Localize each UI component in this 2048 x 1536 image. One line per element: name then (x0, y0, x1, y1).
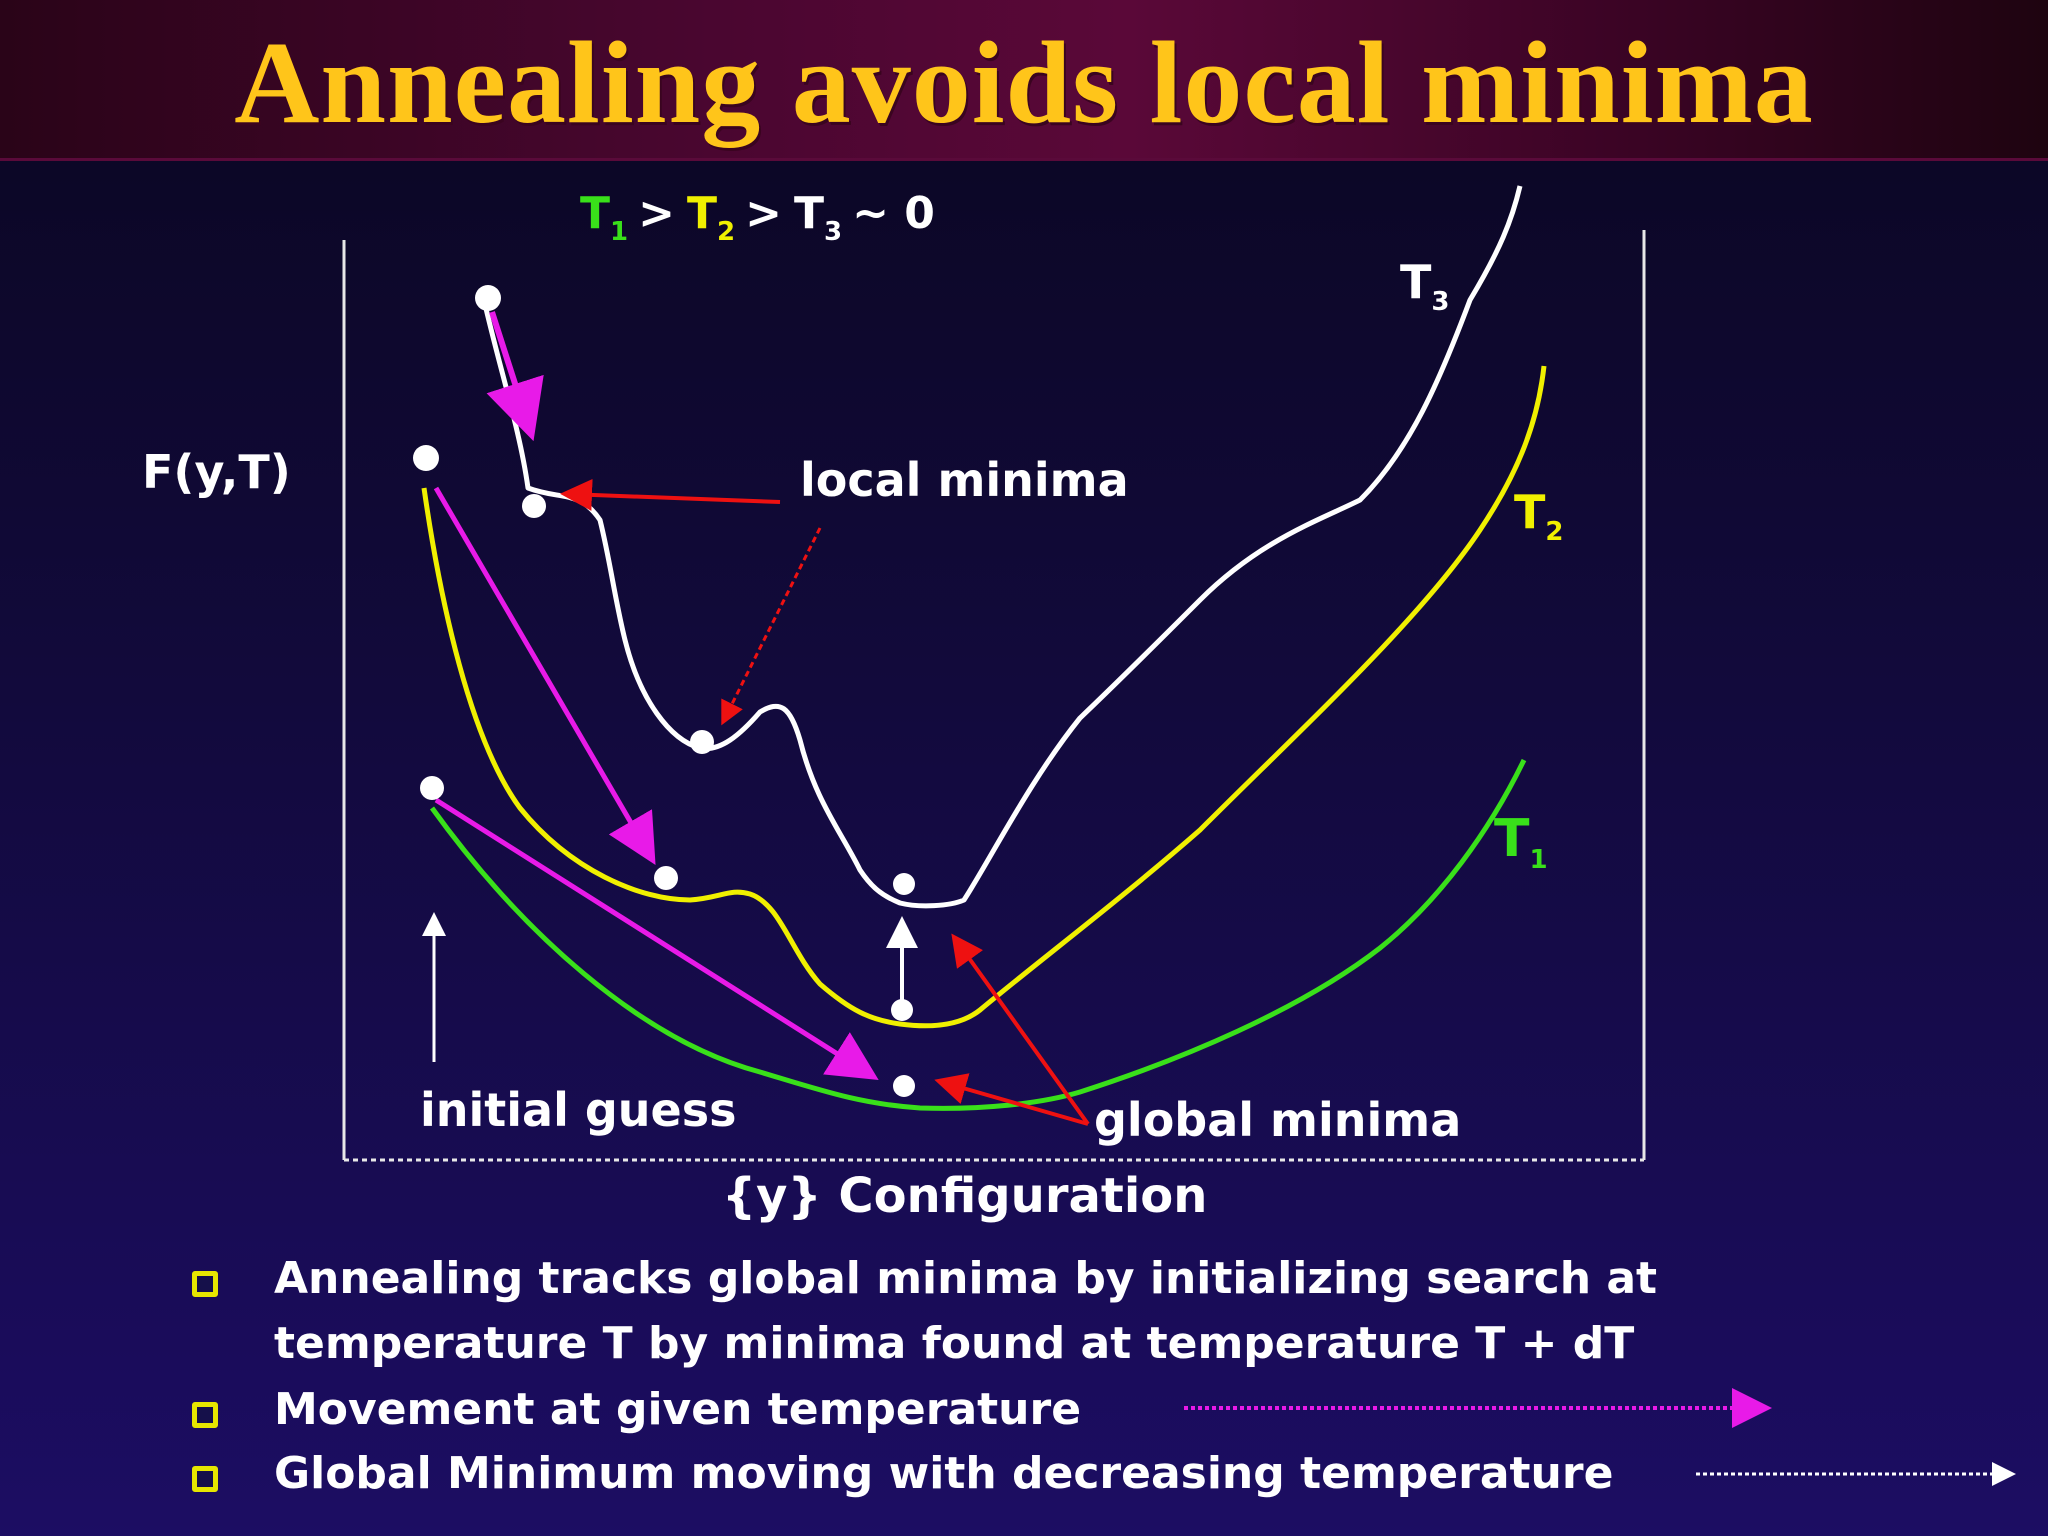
dot-t3-local-1 (522, 494, 546, 518)
page-title: Annealing avoids local minima (234, 17, 1814, 148)
local-minima-arrow-1 (560, 478, 781, 511)
dot-t2-start (413, 445, 439, 471)
curve-label-t2: T2 (1514, 485, 1563, 547)
global-minima-arrow-2 (934, 1073, 1089, 1126)
curve-t3 (481, 185, 1523, 909)
local-minima-label: local minima (800, 453, 1129, 507)
curve-t1 (429, 758, 1527, 1111)
x-axis-label: {y} Configuration (722, 1168, 1207, 1224)
dot-t3-start (475, 285, 501, 311)
movement-arrow-t3 (486, 311, 544, 442)
global-minima-arrow-1 (951, 933, 1090, 1126)
movement-arrow-t1 (434, 797, 879, 1081)
title-band (0, 0, 2048, 161)
dot-t3-global (893, 873, 915, 895)
dot-t3-local-2 (690, 730, 714, 754)
dot-t2-global (891, 999, 913, 1021)
temperature-order: T1 > T2 > T3 ~ 0 (580, 188, 935, 247)
y-axis-label: F(y,T) (142, 445, 291, 499)
global-minima-label: global minima (1094, 1093, 1461, 1147)
curve-label-t3: T3 (1400, 255, 1449, 317)
dot-t2-end (654, 866, 678, 890)
curve-label-t1: T1 (1494, 809, 1548, 875)
curve-t2 (421, 365, 1547, 1029)
local-minima-arrow-2 (721, 527, 822, 726)
initial-guess-label: initial guess (420, 1083, 737, 1137)
dot-t1-global (893, 1075, 915, 1097)
dot-t1-start (420, 776, 444, 800)
movement-arrow-t2 (433, 486, 656, 865)
